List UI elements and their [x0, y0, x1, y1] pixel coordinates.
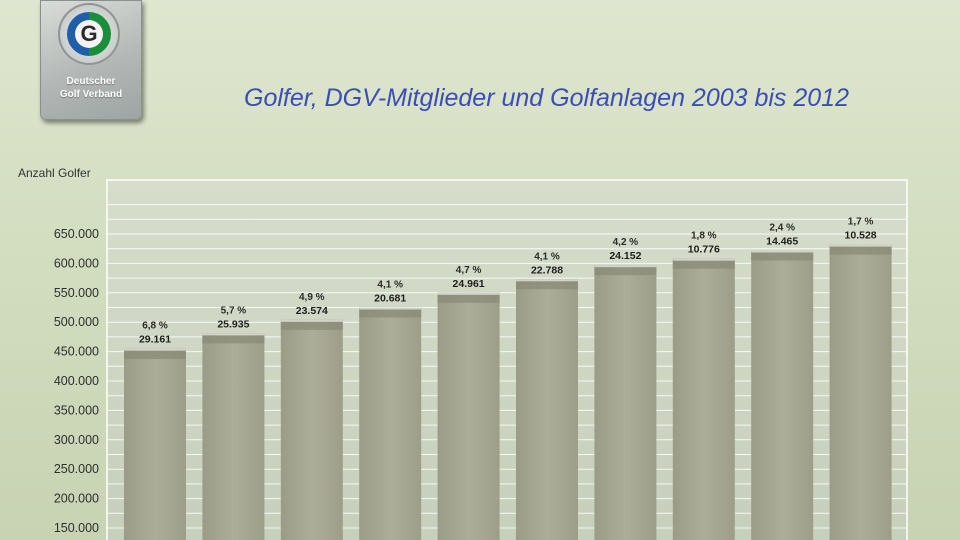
bar-increase-band	[829, 244, 892, 255]
increase-label: 24.961	[453, 278, 485, 290]
y-tick-label: 500.000	[54, 315, 99, 329]
y-axis-label: Anzahl Golfer	[18, 166, 91, 180]
bar	[672, 258, 735, 540]
y-tick-label: 250.000	[54, 462, 99, 476]
bar	[829, 244, 892, 540]
percent-label: 1,8 %	[691, 231, 717, 242]
dgv-logo: G Deutscher Golf Verband	[40, 0, 142, 120]
bar-cap	[751, 250, 814, 253]
increase-label: 10.528	[845, 230, 877, 242]
bar-cap	[124, 348, 186, 351]
percent-label: 2,4 %	[769, 222, 795, 233]
y-tick-label: 200.000	[54, 492, 99, 506]
logo-text: Deutscher Golf Verband	[41, 75, 141, 101]
bar-increase-band	[751, 250, 814, 261]
g-emblem-icon: G	[67, 12, 111, 56]
bar-cap	[829, 244, 892, 247]
logo-letter: G	[75, 20, 103, 48]
bar	[280, 319, 343, 540]
percent-label: 4,1 %	[377, 280, 403, 291]
increase-label: 22.788	[531, 264, 563, 276]
bar-increase-band	[124, 348, 186, 359]
increase-label: 10.776	[688, 244, 720, 256]
y-tick-label: 650.000	[54, 227, 99, 241]
bar	[516, 279, 578, 540]
percent-label: 1,7 %	[848, 217, 874, 228]
bar-cap	[437, 292, 500, 295]
bar	[437, 292, 500, 540]
logo-line-1: Deutscher	[66, 76, 116, 87]
increase-label: 14.465	[766, 235, 798, 247]
bar-cap	[594, 265, 657, 268]
bar-increase-band	[202, 333, 265, 344]
bar-cap	[516, 279, 578, 282]
percent-label: 4,7 %	[456, 265, 482, 276]
y-tick-label: 450.000	[54, 345, 99, 359]
bar	[124, 348, 186, 540]
bar	[594, 265, 657, 540]
bar-increase-band	[516, 279, 578, 290]
bar	[359, 307, 422, 540]
bar-increase-band	[359, 307, 422, 318]
bar-increase-band	[672, 258, 735, 269]
bar-increase-band	[594, 265, 657, 276]
bar	[751, 250, 814, 540]
bar-cap	[202, 333, 265, 336]
increase-label: 25.935	[217, 318, 249, 330]
increase-label: 29.161	[139, 334, 171, 346]
increase-label: 23.574	[296, 305, 328, 317]
y-tick-label: 350.000	[54, 403, 99, 417]
y-tick-label: 600.000	[54, 256, 99, 270]
bar-cap	[280, 319, 343, 322]
percent-label: 4,1 %	[534, 251, 560, 262]
percent-label: 6,8 %	[142, 321, 168, 332]
bar-increase-band	[437, 292, 500, 303]
y-tick-label: 550.000	[54, 286, 99, 300]
bar-increase-band	[280, 319, 343, 330]
y-tick-label: 300.000	[54, 433, 99, 447]
logo-line-2: Golf Verband	[59, 89, 123, 100]
bar	[202, 333, 265, 540]
percent-label: 4,2 %	[613, 237, 639, 248]
y-tick-label: 150.000	[54, 521, 99, 535]
y-tick-label: 400.000	[54, 374, 99, 388]
increase-label: 20.681	[374, 293, 406, 305]
page-title: Golfer, DGV-Mitglieder und Golfanlagen 2…	[244, 84, 849, 112]
percent-label: 4,9 %	[299, 292, 325, 303]
logo-emblem: G	[58, 3, 120, 65]
bar-cap	[359, 307, 422, 310]
percent-label: 5,7 %	[221, 305, 247, 316]
bar-cap	[672, 258, 735, 261]
increase-label: 24.152	[609, 250, 641, 262]
